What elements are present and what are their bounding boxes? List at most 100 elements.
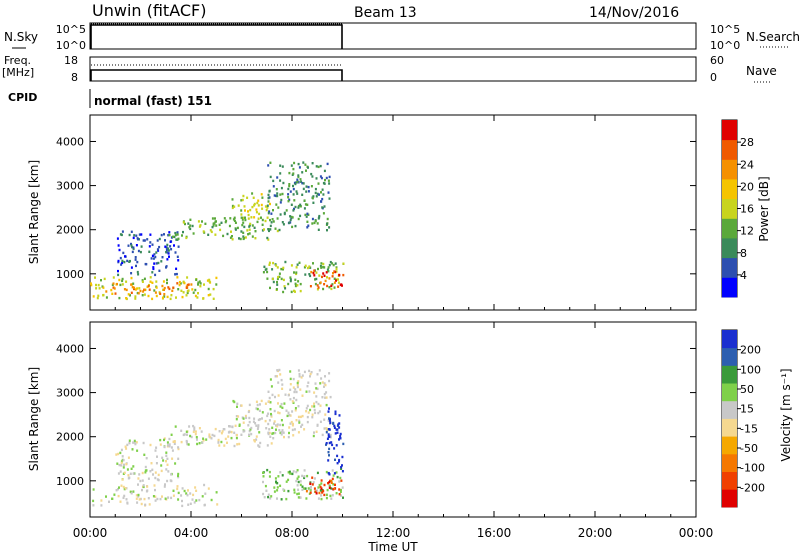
scatter-cell-power <box>292 172 295 175</box>
scatter-cell-velocity <box>216 503 219 506</box>
scatter-cell-velocity <box>160 464 163 467</box>
scatter-cell-velocity <box>298 421 301 424</box>
scatter-cell-power <box>90 282 92 285</box>
scatter-cell-power <box>248 228 251 231</box>
scatter-cell-velocity <box>330 487 333 490</box>
scatter-cell-power <box>266 236 269 240</box>
y-tick-label-velocity: 3000 <box>56 387 84 400</box>
scatter-cell-velocity <box>275 480 277 483</box>
scatter-cell-velocity <box>223 444 226 447</box>
scatter-cell-power <box>130 276 133 280</box>
scatter-cell-power <box>327 266 330 269</box>
scatter-cell-power <box>255 208 258 211</box>
scatter-cell-velocity <box>142 484 145 487</box>
scatter-cell-velocity <box>338 460 340 463</box>
scatter-cell-power <box>292 193 295 196</box>
scatter-cell-power <box>307 185 310 189</box>
scatter-cell-velocity <box>242 417 245 420</box>
scatter-cell-velocity <box>191 498 194 501</box>
scatter-cell-velocity <box>250 426 253 430</box>
scatter-cell-power <box>231 204 234 208</box>
scatter-cell-velocity <box>117 472 120 475</box>
scatter-cell-power <box>322 262 325 266</box>
scatter-cell-power <box>98 287 101 290</box>
scatter-cell-velocity <box>268 470 271 474</box>
scatter-cell-power <box>318 214 321 218</box>
x-tick-label: 16:00 <box>477 526 512 540</box>
x-tick-label: 04:00 <box>174 526 209 540</box>
scatter-cell-velocity <box>135 441 138 444</box>
scatter-cell-power <box>296 263 299 266</box>
scatter-cell-velocity <box>203 504 206 507</box>
scatter-cell-velocity <box>298 372 301 376</box>
scatter-cell-velocity <box>285 497 288 501</box>
scatter-cell-velocity <box>153 484 156 487</box>
scatter-cell-power <box>147 284 150 288</box>
scatter-cell-power <box>269 161 272 164</box>
scatter-cell-velocity <box>306 415 309 419</box>
scatter-cell-velocity <box>309 481 312 484</box>
scatter-cell-velocity <box>320 479 323 482</box>
scatter-cell-power <box>312 201 315 204</box>
scatter-cell-power <box>214 217 216 220</box>
scatter-cell-velocity <box>265 489 268 492</box>
scatter-cell-power <box>246 229 249 232</box>
scatter-cell-power <box>288 183 291 186</box>
scatter-cell-velocity <box>122 466 125 469</box>
scatter-cell-power <box>279 193 282 196</box>
scatter-cell-power <box>284 287 287 290</box>
scatter-cell-velocity <box>282 488 285 491</box>
colorbar-swatch-power <box>722 159 737 180</box>
scatter-cell-power <box>142 290 145 293</box>
scatter-cell-velocity <box>157 473 160 477</box>
scatter-cell-velocity <box>230 430 233 434</box>
scatter-cell-velocity <box>185 430 188 433</box>
scatter-cell-power <box>105 296 108 299</box>
scatter-cell-power <box>249 208 252 212</box>
scatter-cell-velocity <box>297 496 300 499</box>
scatter-cell-velocity <box>336 431 339 434</box>
scatter-cell-power <box>328 286 331 289</box>
scatter-cell-velocity <box>185 492 188 495</box>
scatter-cell-velocity <box>338 488 341 491</box>
scatter-cell-velocity <box>296 381 299 385</box>
scatter-cell-velocity <box>341 486 344 489</box>
scatter-cell-velocity <box>279 405 282 408</box>
scatter-cell-velocity <box>293 428 296 431</box>
scatter-cell-velocity <box>312 481 315 484</box>
scatter-cell-power <box>194 294 197 298</box>
scatter-cell-power <box>276 176 279 179</box>
scatter-cell-velocity <box>136 501 139 504</box>
scatter-cell-velocity <box>186 442 189 446</box>
scatter-cell-power <box>330 284 333 287</box>
scatter-cell-velocity <box>165 460 167 463</box>
scatter-cell-velocity <box>287 411 290 414</box>
scatter-cell-velocity <box>301 423 304 427</box>
scatter-cell-power <box>262 271 265 274</box>
scatter-cell-velocity <box>240 433 243 436</box>
scatter-cell-velocity <box>163 485 166 488</box>
scatter-cell-velocity <box>168 445 171 448</box>
scatter-cell-velocity <box>267 422 270 426</box>
scatter-cell-power <box>137 249 140 253</box>
scatter-cell-velocity <box>336 462 339 465</box>
scatter-cell-power <box>271 277 274 281</box>
nave-tick-top: 60 <box>710 54 724 67</box>
scatter-cell-power <box>225 219 228 223</box>
scatter-cell-velocity <box>314 411 317 415</box>
colorbar-swatch-velocity <box>722 471 737 490</box>
scatter-cell-velocity <box>169 479 172 482</box>
scatter-cell-velocity <box>303 428 306 431</box>
scatter-cell-power <box>261 223 264 226</box>
scatter-cell-velocity <box>298 496 301 499</box>
scatter-cell-velocity <box>331 494 334 497</box>
scatter-cell-velocity <box>267 400 270 403</box>
scatter-cell-velocity <box>119 451 122 455</box>
scatter-cell-velocity <box>127 477 130 480</box>
scatter-cell-velocity <box>314 490 317 493</box>
scatter-cell-power <box>316 192 319 196</box>
scatter-cell-velocity <box>278 429 281 432</box>
scatter-cell-power <box>310 270 313 274</box>
scatter-cell-power <box>143 277 146 280</box>
scatter-cell-velocity <box>202 437 205 440</box>
